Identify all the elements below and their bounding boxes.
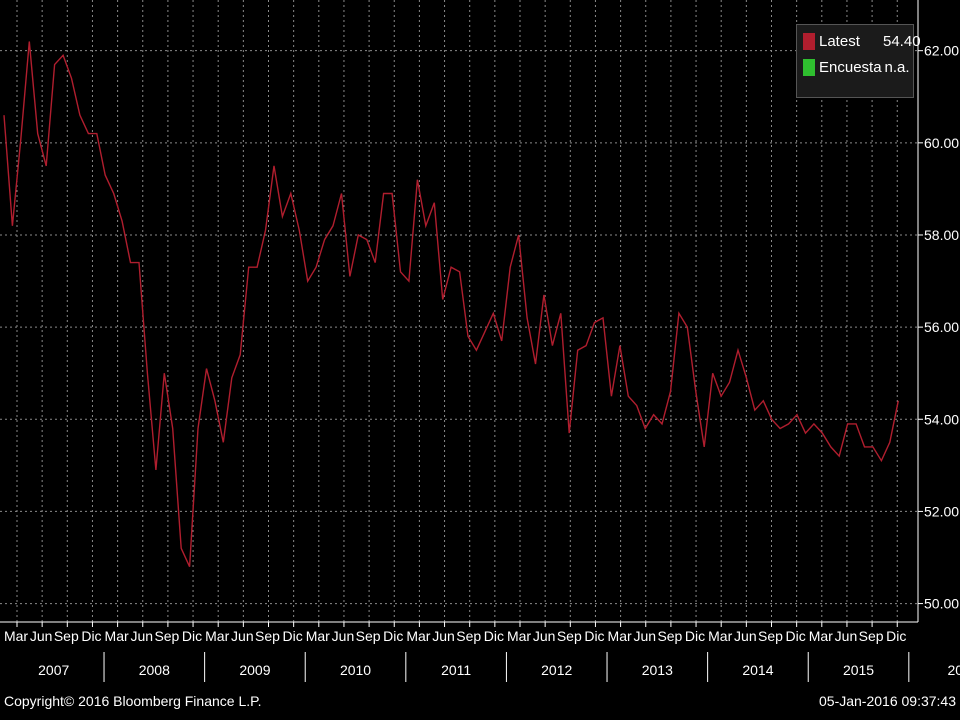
y-tick-label: 54.00: [924, 411, 959, 427]
x-tick-label: Sep: [557, 628, 582, 644]
year-label: 201: [947, 662, 960, 678]
axes: [0, 0, 923, 682]
x-tick-label: Mar: [4, 628, 28, 644]
legend-item-latest: Latest 54.40: [803, 31, 921, 51]
legend-item-encuesta: Encuesta n.a.: [803, 57, 910, 77]
x-tick-label: Sep: [758, 628, 783, 644]
year-label: 2010: [340, 662, 371, 678]
y-tick-label: 60.00: [924, 135, 959, 151]
x-tick-label: Dic: [182, 628, 202, 644]
x-tick-label: Sep: [456, 628, 481, 644]
legend-label-encuesta: Encuesta: [819, 58, 882, 76]
legend-swatch-latest: [803, 32, 815, 50]
legend-value-latest: 54.40: [883, 32, 921, 50]
copyright-text: Copyright© 2016 Bloomberg Finance L.P.: [4, 693, 262, 709]
x-tick-label: Dic: [584, 628, 604, 644]
x-axis-ticks: Mar Jun Sep Dic Mar Jun Sep Dic Mar Jun Sep Dic Mar J…: [4, 628, 906, 644]
year-label: 2011: [441, 662, 471, 678]
y-tick-label: 58.00: [924, 227, 959, 243]
x-tick-label: Dic: [81, 628, 101, 644]
y-axis-ticks: 50.00 52.00 54.00 56.00 58.00 60.00 62.00: [924, 43, 959, 612]
year-label: 2012: [541, 662, 572, 678]
x-tick-label: Dic: [283, 628, 303, 644]
series-line-latest: [3, 41, 899, 567]
x-tick-label: Sep: [255, 628, 280, 644]
legend-label-latest: Latest: [819, 32, 860, 50]
series-group: [3, 41, 899, 567]
x-tick-label: Jun: [835, 628, 858, 644]
x-tick-label: Mar: [507, 628, 531, 644]
x-tick-label: Jun: [30, 628, 53, 644]
x-tick-label: Jun: [633, 628, 656, 644]
year-label: 2015: [843, 662, 874, 678]
year-label: 2009: [239, 662, 270, 678]
x-tick-label: Mar: [105, 628, 129, 644]
y-tick-label: 56.00: [924, 319, 959, 335]
y-tick-label: 62.00: [924, 43, 959, 59]
year-label: 2007: [38, 662, 69, 678]
x-tick-label: Mar: [306, 628, 330, 644]
x-tick-label: Jun: [130, 628, 153, 644]
x-tick-label: Mar: [809, 628, 833, 644]
year-label: 2008: [139, 662, 170, 678]
x-tick-label: Jun: [332, 628, 355, 644]
year-label: 2014: [742, 662, 773, 678]
x-tick-label: Jun: [432, 628, 455, 644]
x-tick-label: Jun: [734, 628, 757, 644]
x-tick-label: Sep: [356, 628, 381, 644]
x-tick-label: Mar: [608, 628, 632, 644]
x-tick-label: Jun: [231, 628, 254, 644]
x-tick-label: Dic: [383, 628, 403, 644]
x-tick-label: Mar: [205, 628, 229, 644]
x-tick-label: Sep: [657, 628, 682, 644]
x-axis-years: 2007 2008 2009 2010 2011 2012 2013 2014 2015 201: [38, 662, 960, 678]
y-tick-label: 50.00: [924, 596, 959, 612]
x-tick-label: Mar: [406, 628, 430, 644]
x-tick-label: Sep: [154, 628, 179, 644]
x-tick-label: Dic: [685, 628, 705, 644]
legend-value-encuesta: n.a.: [884, 58, 910, 76]
x-tick-label: Mar: [708, 628, 732, 644]
timestamp-text: 05-Jan-2016 09:37:43: [819, 693, 956, 709]
x-tick-label: Jun: [533, 628, 556, 644]
legend-swatch-encuesta: [803, 58, 815, 76]
legend: Latest 54.40 Encuesta n.a.: [796, 24, 921, 98]
x-tick-label: Sep: [54, 628, 79, 644]
x-tick-label: Sep: [859, 628, 884, 644]
x-tick-label: Dic: [886, 628, 906, 644]
year-label: 2013: [642, 662, 673, 678]
y-tick-label: 52.00: [924, 503, 959, 519]
x-tick-label: Dic: [786, 628, 806, 644]
grid: [0, 0, 918, 622]
x-tick-label: Dic: [484, 628, 504, 644]
